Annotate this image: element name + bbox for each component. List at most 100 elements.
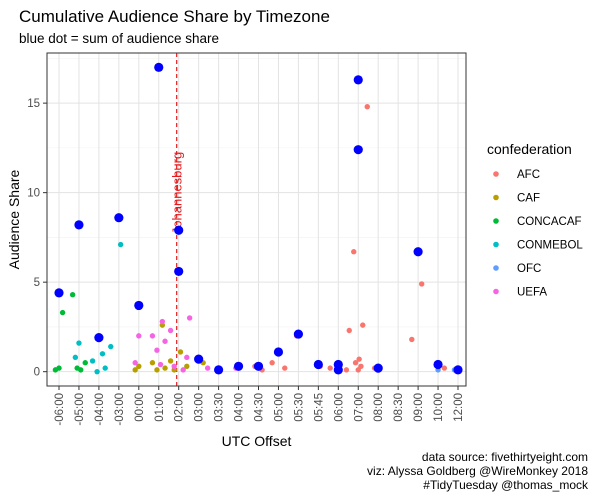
point-uefa [186,315,193,321]
point-conmebol [76,340,82,346]
sum-point [313,359,323,370]
legend-key-conmebol [493,241,499,248]
point-caf [132,367,138,373]
point-uefa [154,347,160,353]
x-axis-title: UTC Offset [222,433,292,449]
point-conmebol [89,358,96,364]
x-tick-label: 02:00 [174,393,186,422]
point-caf [184,363,190,370]
x-tick-label: 12:00 [453,393,465,422]
sum-point [353,75,363,85]
point-conmebol [117,241,124,248]
point-uefa [159,318,166,325]
point-uefa [162,338,168,344]
y-tick-label: 15 [27,98,40,110]
legend-key-ofc [493,265,499,271]
point-afc [356,356,362,362]
legend-label-afc: AFC [517,169,540,181]
point-conmebol [102,365,108,371]
data-points [52,62,463,375]
point-afc [352,360,359,366]
legend-label-concacaf: CONCACAF [517,216,582,228]
point-caf [167,358,174,364]
sum-point [114,213,124,223]
x-tick-label: 08:30 [393,393,405,422]
point-afc [360,322,366,328]
legend-label-caf: CAF [517,193,540,205]
point-afc [343,367,350,373]
x-tick-label: 06:00 [333,393,345,422]
point-uefa [204,365,211,371]
sum-point [333,365,343,375]
sum-point [174,266,184,277]
point-caf [154,367,160,373]
legend-label-ofc: OFC [517,263,541,275]
legend-title: confederation [487,141,572,157]
point-conmebol [94,368,100,375]
sum-point [134,300,144,311]
point-conmebol [108,343,114,350]
caption-source: data source: fivethirtyeight.com [421,450,588,464]
y-tick-label: 10 [27,188,40,200]
caption-tidytuesday: #TidyTuesday @thomas_mock [423,478,588,492]
point-afc [441,365,448,371]
johannesburg-reference-line: Johannesburg [170,53,185,386]
x-tick-label: 04:30 [254,393,266,422]
point-conmebol [72,354,79,361]
point-uefa [171,363,177,370]
point-uefa [136,333,142,339]
point-afc [364,104,370,110]
sum-point [253,361,264,371]
legend-key-uefa [493,288,499,295]
sum-point [293,329,303,339]
x-tick-label: 05:45 [313,393,325,422]
y-tick-label: 0 [34,367,40,379]
panel-border [46,52,467,387]
x-tick-label: 01:00 [154,393,166,422]
legend: AFC CAF CONCACAF CONMEBOL OFC UEFA [493,169,583,299]
point-afc [282,365,288,371]
sum-point [194,354,204,364]
legend-key-concacaf [493,218,499,224]
chart-title: Cumulative Audience Share by Timezone [19,7,330,26]
point-caf [162,365,168,371]
point-afc [355,367,361,373]
x-tick-label: -03:00 [114,393,126,426]
sum-point [433,359,443,370]
point-afc [327,365,333,371]
point-concacaf [59,309,66,316]
point-conmebol [99,351,106,357]
x-tick-label: -06:00 [54,393,66,426]
point-caf [149,360,156,366]
x-tick-label: -05:00 [74,393,86,426]
x-tick-label: 04:00 [234,393,246,422]
legend-label-conmebol: CONMEBOL [517,240,583,252]
sum-point [373,363,383,373]
point-caf [136,363,142,370]
sum-point [174,225,184,235]
point-uefa [149,333,156,339]
point-caf [177,349,184,355]
x-tick-label: -04:00 [94,393,106,426]
sum-point [54,288,64,298]
sum-point [154,62,164,72]
x-tick-label: 10:00 [433,393,445,422]
x-tick-label: 09:00 [413,393,425,422]
x-tick-label: 00:00 [134,393,146,422]
point-concacaf [52,367,59,373]
sum-point [353,145,363,155]
sum-point [453,365,463,375]
x-tick-label: 05:30 [293,393,305,422]
point-concacaf [78,367,84,373]
point-uefa [167,327,174,334]
legend-label-uefa: UEFA [517,287,547,299]
point-afc [269,360,275,366]
x-tick-label: 08:00 [373,393,385,422]
reference-line-label: Johannesburg [170,152,185,234]
point-afc [409,336,415,343]
gridlines [47,53,466,386]
sum-point [74,220,84,230]
point-uefa [184,354,190,361]
x-tick-label: 03:00 [194,393,206,422]
point-uefa [180,367,186,373]
